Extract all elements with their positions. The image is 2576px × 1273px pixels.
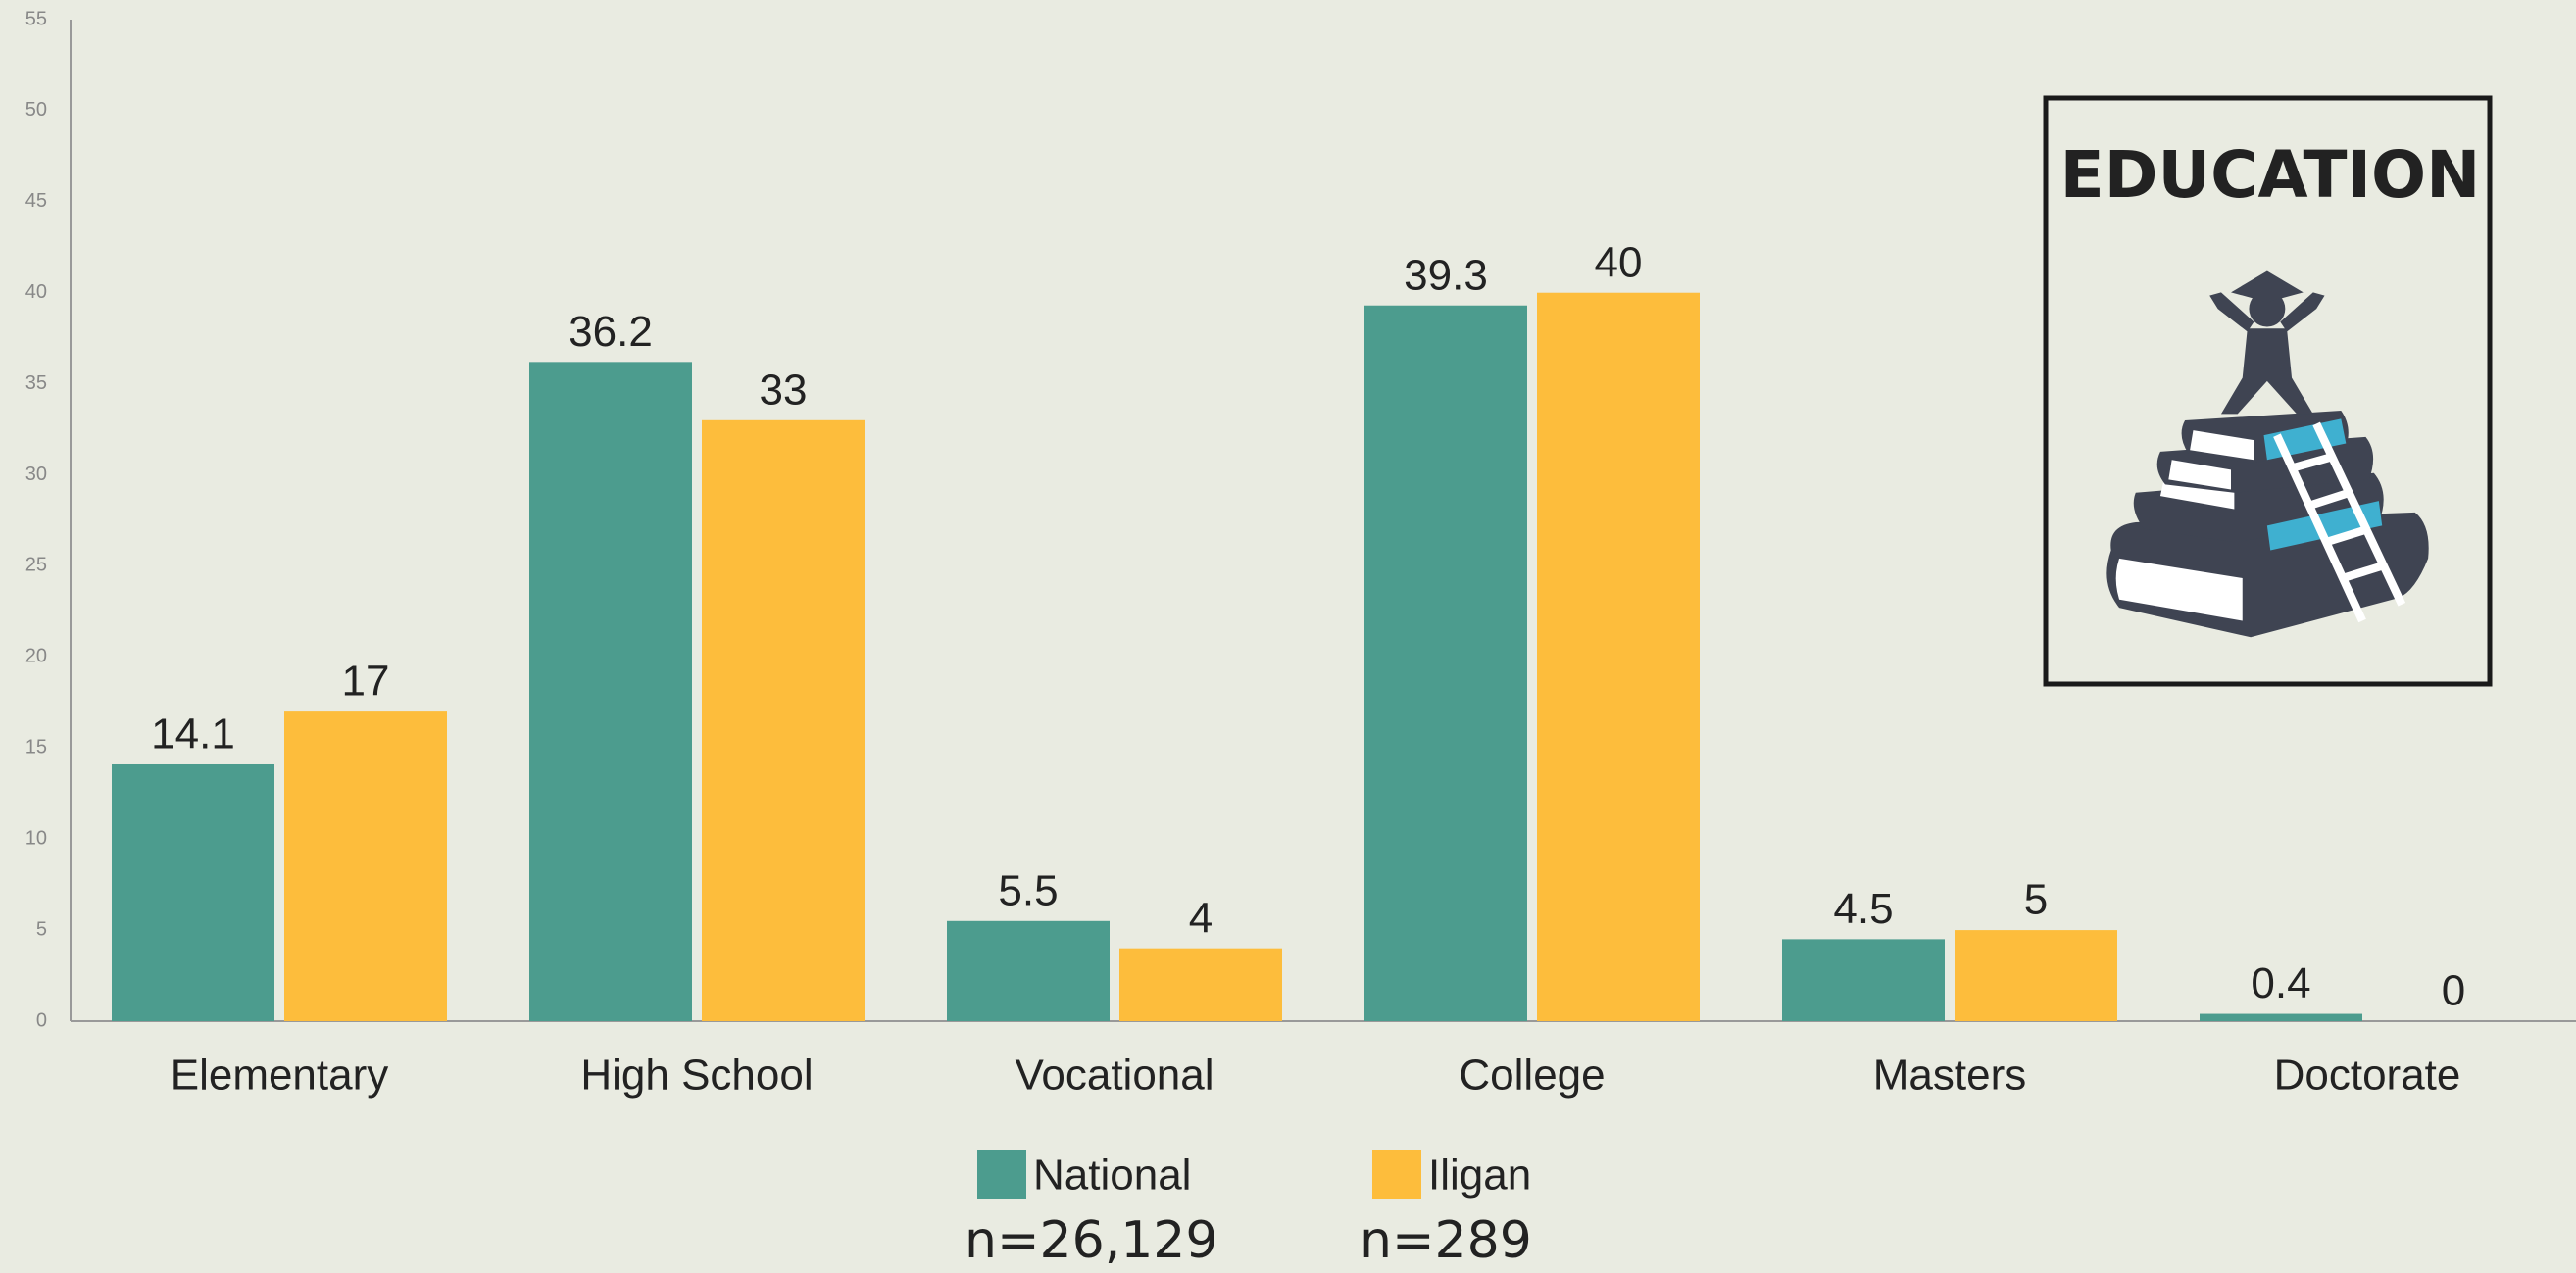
y-tick-label: 40 bbox=[25, 281, 47, 303]
y-tick-label: 55 bbox=[25, 8, 47, 29]
badge-title: EDUCATION bbox=[2060, 137, 2481, 213]
value-label: 36.2 bbox=[569, 308, 653, 356]
value-label: 39.3 bbox=[1404, 251, 1488, 299]
x-tick-label: Masters bbox=[1873, 1052, 2026, 1100]
value-label: 0 bbox=[2442, 967, 2465, 1015]
y-tick-label: 45 bbox=[25, 190, 47, 212]
y-tick-label: 15 bbox=[25, 737, 47, 759]
value-label: 14.1 bbox=[151, 710, 235, 759]
bar bbox=[112, 764, 274, 1021]
value-label: 40 bbox=[1595, 238, 1643, 286]
value-label: 0.4 bbox=[2251, 959, 2310, 1007]
bar bbox=[1782, 939, 1945, 1021]
legend-label: National bbox=[1033, 1151, 1191, 1200]
bar bbox=[702, 420, 865, 1021]
bar bbox=[1537, 293, 1700, 1021]
bar bbox=[947, 921, 1110, 1021]
y-tick-label: 20 bbox=[25, 646, 47, 667]
value-label: 5 bbox=[2024, 876, 2048, 924]
sample-size: n=289 bbox=[1360, 1211, 1532, 1270]
sample-size: n=26,129 bbox=[965, 1211, 1217, 1270]
value-label: 4.5 bbox=[1833, 885, 1893, 933]
y-tick-label: 0 bbox=[36, 1009, 47, 1031]
legend-label: Iligan bbox=[1428, 1151, 1531, 1200]
y-tick-label: 50 bbox=[25, 99, 47, 121]
x-tick-label: Elementary bbox=[171, 1052, 389, 1100]
page: EDUCATION 05101520253 bbox=[0, 0, 2576, 1273]
value-label: 33 bbox=[760, 366, 808, 414]
bar bbox=[529, 362, 692, 1021]
bar bbox=[1119, 949, 1282, 1021]
x-tick-label: Doctorate bbox=[2274, 1052, 2461, 1100]
value-label: 5.5 bbox=[998, 866, 1058, 914]
y-tick-label: 35 bbox=[25, 372, 47, 394]
legend-swatch bbox=[977, 1150, 1026, 1199]
x-tick-label: High School bbox=[580, 1052, 813, 1100]
legend-swatch bbox=[1372, 1150, 1421, 1199]
y-tick-label: 10 bbox=[25, 827, 47, 849]
y-tick-label: 25 bbox=[25, 555, 47, 576]
bar bbox=[1955, 930, 2117, 1021]
value-label: 17 bbox=[342, 658, 390, 706]
bar bbox=[1364, 306, 1527, 1021]
bar bbox=[2200, 1014, 2362, 1021]
y-tick-label: 30 bbox=[25, 464, 47, 485]
x-tick-label: College bbox=[1459, 1052, 1605, 1100]
y-tick-label: 5 bbox=[36, 918, 47, 940]
chart: EDUCATION 05101520253 bbox=[0, 0, 2576, 1273]
x-tick-label: Vocational bbox=[1015, 1052, 1214, 1100]
value-label: 4 bbox=[1189, 894, 1213, 942]
bar bbox=[284, 711, 447, 1021]
